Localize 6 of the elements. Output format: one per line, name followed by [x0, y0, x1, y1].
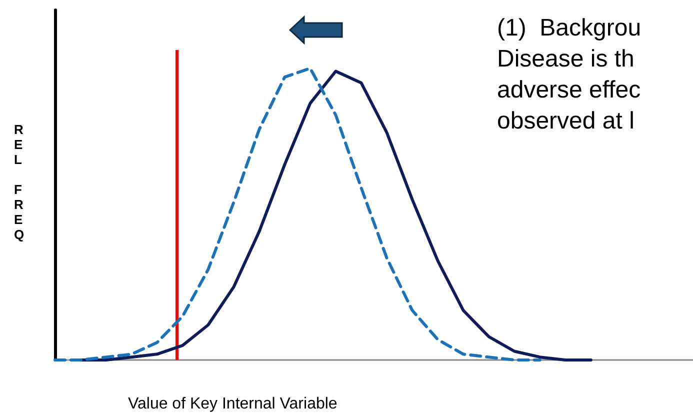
annotation: observed at l	[497, 108, 634, 134]
annotation: adverse effec	[497, 76, 641, 104]
x-axis-title: Value of Key Internal Variable	[128, 396, 338, 412]
y-axis-title: REL FREQ	[14, 122, 24, 242]
annotation: Disease is th	[497, 46, 634, 72]
text: (1) Backgrou	[497, 14, 642, 42]
